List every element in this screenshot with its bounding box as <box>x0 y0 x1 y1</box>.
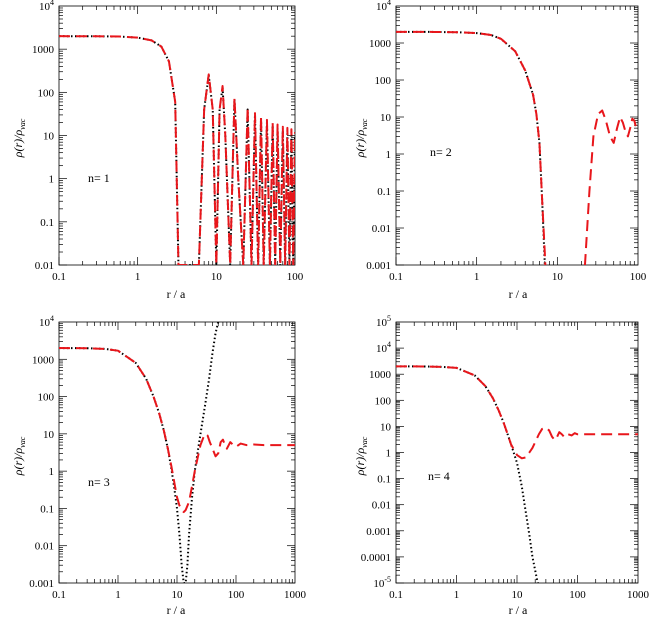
series-exact <box>59 35 295 265</box>
y-axis-title: ρ(r)/ρvac <box>11 436 27 476</box>
y-tick-label: 104 <box>376 340 391 355</box>
y-tick-label: 1000 <box>32 44 55 56</box>
y-tick-label: 1 <box>386 149 392 161</box>
y-tick-label: 0.001 <box>29 578 54 590</box>
y-tick-label: 10-5 <box>373 575 391 590</box>
series-group <box>396 365 638 583</box>
panel-annotation: n= 1 <box>88 171 110 185</box>
y-axis-title: ρ(r)/ρvac <box>11 118 27 158</box>
panel-n3: 0.1 1 10 100 1000 0.001 0.01 0.1 1 10 100 1000 104 r … <box>11 314 307 617</box>
y-tick-label: 1 <box>49 466 55 478</box>
y-tick-label: 100 <box>375 75 392 87</box>
y-tick-label: 0.1 <box>40 217 54 229</box>
panel-n4: 0.1 1 10 100 1000 10-5 0.0001 0.001 0.01 0.1 1 10 10… <box>353 314 650 617</box>
y-tick-label: 1 <box>49 174 55 186</box>
plot-frame <box>58 321 296 584</box>
y-tick-label: 0.1 <box>377 186 391 198</box>
y-tick-label: 100 <box>375 395 392 407</box>
y-tick-label: 1 <box>386 448 392 460</box>
x-tick-label: 100 <box>287 271 304 283</box>
series-group <box>396 30 638 265</box>
x-axis-title: r / a <box>509 287 528 301</box>
y-tick-label: 0.01 <box>372 223 391 235</box>
y-tick-label: 10 <box>380 421 392 433</box>
y-tick-label: 104 <box>39 0 54 13</box>
panel-n2: 0.1 1 10 100 0.001 0.01 0.1 1 10 100 1000 104 r / a ρ… <box>353 0 647 301</box>
y-tick-label: 105 <box>376 314 391 329</box>
y-tick-label: 10 <box>43 131 55 143</box>
y-tick-label: 0.01 <box>35 260 54 272</box>
x-tick-label: 10 <box>172 589 184 601</box>
y-tick-label: 10 <box>380 112 392 124</box>
x-tick-label: 0.1 <box>389 589 403 601</box>
y-tick-label: 100 <box>38 87 55 99</box>
y-tick-label: 0.001 <box>366 526 391 538</box>
series-approx <box>396 365 638 460</box>
panel-annotation: n= 3 <box>88 475 110 489</box>
y-tick-label: 0.0001 <box>361 552 391 564</box>
x-tick-label: 100 <box>228 589 245 601</box>
x-tick-label: 10 <box>512 589 524 601</box>
y-axis-title: ρ(r)/ρvac <box>353 436 369 476</box>
series-group <box>59 35 295 265</box>
series-exact <box>59 322 220 583</box>
x-axis-title: r / a <box>167 287 186 301</box>
plot-frame <box>395 321 639 584</box>
x-tick-label: 1000 <box>284 589 307 601</box>
y-axis-title: ρ(r)/ρvac <box>353 118 369 158</box>
series-group <box>59 322 295 583</box>
x-tick-label: 0.1 <box>52 271 66 283</box>
x-tick-label: 1 <box>135 271 141 283</box>
y-tick-label: 1000 <box>32 354 55 366</box>
x-tick-label: 100 <box>569 589 586 601</box>
x-axis-title: r / a <box>509 603 528 617</box>
panel-annotation: n= 2 <box>430 145 452 159</box>
x-tick-label: 100 <box>630 271 647 283</box>
y-tick-label: 0.1 <box>40 503 54 515</box>
y-tick-label: 104 <box>376 0 391 13</box>
x-tick-label: 1 <box>454 589 460 601</box>
y-tick-label: 104 <box>39 314 54 329</box>
y-tick-label: 0.01 <box>35 541 54 553</box>
x-tick-label: 1000 <box>627 589 650 601</box>
y-tick-label: 10 <box>43 429 55 441</box>
y-tick-label: 1000 <box>369 369 392 381</box>
y-tick-label: 1000 <box>369 38 392 50</box>
x-tick-label: 10 <box>552 271 564 283</box>
x-tick-label: 1 <box>115 589 121 601</box>
x-tick-label: 1 <box>474 271 480 283</box>
y-tick-label: 0.001 <box>366 260 391 272</box>
y-tick-label: 0.01 <box>372 500 391 512</box>
panel-annotation: n= 4 <box>428 469 450 483</box>
series-approx <box>396 30 547 265</box>
x-tick-label: 0.1 <box>52 589 66 601</box>
series-exact <box>396 365 542 583</box>
y-tick-label: 100 <box>38 392 55 404</box>
x-tick-label: 10 <box>211 271 223 283</box>
plot-frame <box>395 5 639 266</box>
series-approx <box>59 35 295 265</box>
series-approx-tail <box>583 109 638 265</box>
x-axis-title: r / a <box>167 603 186 617</box>
x-tick-label: 0.1 <box>389 271 403 283</box>
y-tick-label: 0.1 <box>377 474 391 486</box>
